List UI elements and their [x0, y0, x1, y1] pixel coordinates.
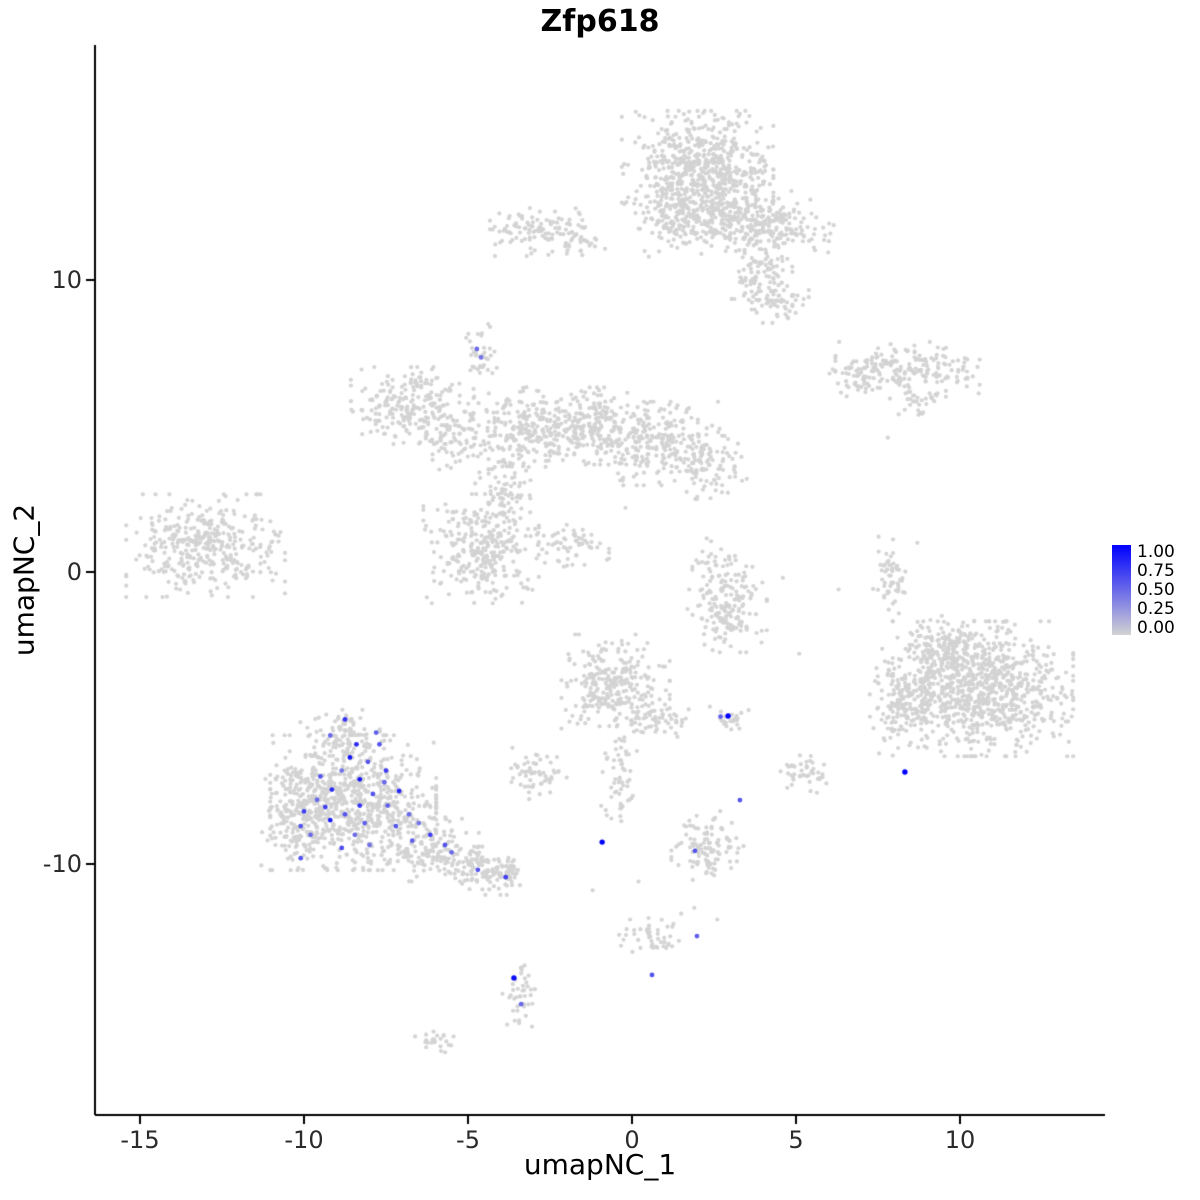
- legend-tick-label: 0.75: [1137, 561, 1175, 581]
- x-tick-label: -5: [456, 1126, 480, 1154]
- legend-tick-label: 1.00: [1137, 542, 1175, 562]
- x-axis-title: umapNC_1: [523, 1148, 677, 1181]
- x-tick-label: 10: [944, 1126, 976, 1154]
- plot-title: Zfp618: [540, 4, 660, 39]
- x-tick-label: -10: [284, 1126, 324, 1154]
- legend-gradient-bar: [1112, 545, 1131, 635]
- x-tick-label: 0: [624, 1126, 640, 1154]
- y-tick-label: 0: [66, 558, 82, 586]
- x-tick-label: 5: [788, 1126, 804, 1154]
- y-tick-label: 10: [51, 266, 82, 294]
- y-tick-label: -10: [42, 850, 82, 878]
- legend-tick-label: 0.25: [1137, 599, 1175, 619]
- legend-tick-labels: 1.00 0.75 0.50 0.25 0.00: [1137, 543, 1175, 638]
- x-tick-label: -15: [120, 1126, 160, 1154]
- y-axis-title: umapNC_2: [7, 503, 41, 657]
- legend-tick-label: 0.50: [1137, 580, 1175, 600]
- legend-tick-label: 0.00: [1137, 618, 1175, 638]
